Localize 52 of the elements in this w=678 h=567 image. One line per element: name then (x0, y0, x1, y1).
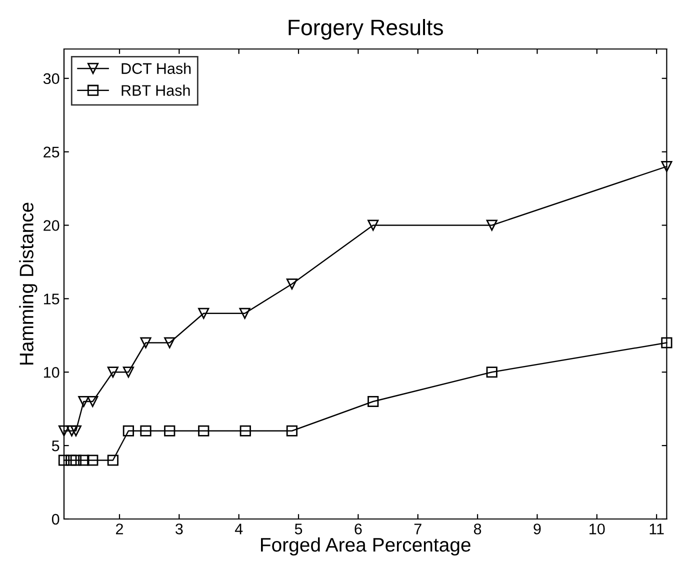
point (164, 337, 176, 348)
point (78, 396, 90, 408)
point (107, 454, 118, 466)
legend-label: DCT Hash (122, 62, 191, 74)
point (198, 308, 210, 319)
x-tick-label: 6 (354, 524, 362, 534)
point (107, 366, 118, 378)
y-tick-label: 5 (52, 440, 60, 452)
point (164, 425, 176, 436)
x-tick-label: 3 (176, 524, 183, 534)
y-tick-label: 10 (44, 366, 60, 378)
point (198, 425, 210, 436)
y-axis-title: Hamming Distance (19, 202, 38, 365)
point (286, 425, 298, 436)
point (122, 366, 134, 378)
point (486, 366, 498, 378)
point (140, 425, 152, 436)
point (140, 337, 152, 348)
y-tick-label: 25 (44, 146, 60, 158)
x-tick-label: 4 (234, 524, 243, 534)
point (66, 454, 77, 466)
point (58, 425, 70, 436)
point (78, 454, 90, 466)
point (122, 425, 134, 436)
y-tick-label: 30 (43, 73, 60, 84)
x-tick-label: 11 (650, 524, 664, 534)
y-tick-label: 15 (44, 294, 60, 304)
point (239, 308, 250, 319)
y-tick-label: 0 (52, 514, 60, 525)
x-tick-label: 9 (534, 524, 541, 534)
y-tick-label: 20 (44, 220, 60, 231)
point (661, 337, 672, 348)
chart-title: Forgery Results (288, 19, 443, 40)
x-axis-title: Forged Area Percentage (261, 537, 470, 556)
point (70, 454, 82, 466)
point (66, 425, 78, 436)
x-tick-label: 2 (116, 524, 123, 534)
point (58, 454, 70, 466)
x-tick-label: 8 (474, 524, 482, 534)
point (70, 425, 82, 436)
point (286, 278, 298, 290)
point (368, 220, 379, 231)
point (661, 160, 672, 172)
legend-label: RBT Hash (122, 84, 190, 96)
point (87, 454, 98, 466)
x-tick-label: 10 (590, 524, 605, 534)
point (87, 396, 98, 408)
point (240, 425, 251, 436)
x-tick-label: 7 (414, 524, 422, 534)
point (486, 220, 498, 231)
point (368, 396, 379, 408)
x-tick-label: 5 (294, 524, 302, 534)
